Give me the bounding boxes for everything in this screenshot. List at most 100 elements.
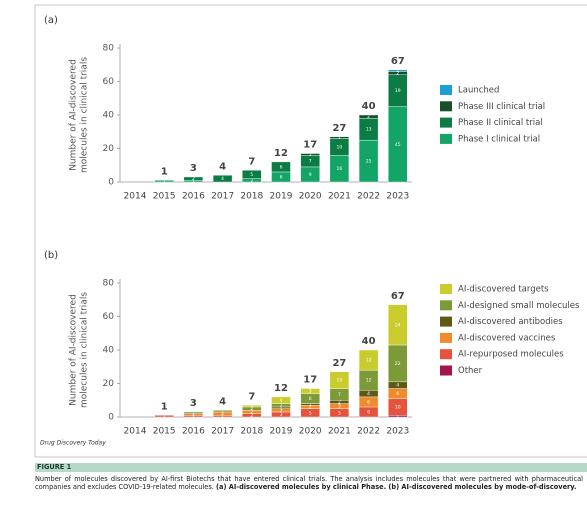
segment-label: 2 bbox=[192, 176, 195, 182]
segment-label: 3 bbox=[280, 412, 283, 418]
bar-segment bbox=[388, 304, 408, 346]
bar-segment bbox=[358, 114, 379, 119]
legend-label: Launched bbox=[458, 86, 499, 96]
total-label: 40 bbox=[362, 336, 376, 347]
y-tick-label: 40 bbox=[103, 111, 115, 121]
segment-label: 10 bbox=[337, 144, 343, 150]
frame bbox=[34, 4, 587, 458]
segment-label: 10 bbox=[395, 404, 401, 410]
legend-swatch bbox=[440, 332, 452, 343]
total-label: 4 bbox=[219, 396, 226, 407]
y-tick-label: 60 bbox=[103, 312, 115, 322]
segment-label: 6 bbox=[280, 174, 283, 180]
legend-swatch bbox=[440, 349, 452, 360]
segment-label: 2 bbox=[250, 409, 253, 415]
total-label: 27 bbox=[332, 123, 346, 134]
legend-label: AI-discovered antibodies bbox=[458, 317, 563, 327]
legend-label: AI-repurposed molecules bbox=[458, 350, 564, 360]
figure: Drug Discovery Today (a) Number of AI-dis… bbox=[34, 4, 587, 458]
caption: Number of molecules discovered by AI-fir… bbox=[35, 475, 583, 492]
total-label: 3 bbox=[190, 398, 197, 409]
bar-segment bbox=[300, 153, 320, 156]
segment-label: 1 bbox=[192, 179, 195, 185]
bar-segment bbox=[358, 349, 379, 371]
bar-segment bbox=[242, 170, 262, 179]
segment-label: 1 bbox=[192, 414, 195, 420]
total-label: 17 bbox=[303, 375, 317, 386]
caption-part: (a) AI-discovered molecules by clinical … bbox=[216, 483, 577, 492]
total-label: 4 bbox=[219, 161, 226, 172]
segment-label: 2 bbox=[367, 114, 370, 120]
x-tick-label: 2020 bbox=[299, 192, 322, 202]
y-axis-label: Number of AI-discovered bbox=[69, 59, 79, 171]
legend-swatch bbox=[440, 117, 452, 128]
segment-label: 13 bbox=[366, 127, 372, 133]
segment-label: 2 bbox=[221, 411, 224, 417]
segment-label: 19 bbox=[395, 88, 401, 94]
segment-label: 45 bbox=[395, 142, 401, 148]
x-tick-label: 2014 bbox=[124, 192, 147, 202]
segment-label: 3 bbox=[309, 389, 312, 395]
segment-label: 9 bbox=[309, 172, 312, 178]
caption-part: Number of molecules discovered by AI-fir… bbox=[35, 475, 583, 492]
segment-label: 4 bbox=[367, 391, 370, 397]
bar-segment bbox=[183, 176, 204, 181]
total-label: 67 bbox=[391, 56, 405, 67]
segment-label: 1 bbox=[280, 405, 283, 411]
bar-segment bbox=[212, 410, 233, 413]
segment-label: 2 bbox=[280, 403, 283, 409]
x-tick-label: 2018 bbox=[240, 192, 263, 202]
total-label: 17 bbox=[303, 140, 317, 151]
legend-label: Phase I clinical trial bbox=[458, 134, 540, 144]
x-tick-label: 2016 bbox=[182, 192, 205, 202]
bar-segment bbox=[329, 136, 350, 139]
segment-label: 12 bbox=[366, 358, 372, 364]
segment-label: 7 bbox=[338, 392, 341, 398]
segment-label: 1 bbox=[221, 409, 224, 415]
segment-label: 1 bbox=[163, 414, 166, 420]
x-tick-label: 2022 bbox=[357, 427, 380, 437]
x-tick-label: 2019 bbox=[270, 192, 293, 202]
panel-label: (b) bbox=[44, 250, 58, 261]
segment-label: 10 bbox=[337, 378, 343, 384]
segment-label: 12 bbox=[366, 378, 372, 384]
x-tick-label: 2019 bbox=[270, 427, 293, 437]
legend-swatch bbox=[440, 133, 452, 144]
segment-label: 1 bbox=[163, 179, 166, 185]
legend-label: Other bbox=[458, 366, 483, 376]
y-axis-label: Number of AI-discovered bbox=[69, 294, 79, 406]
segment-label: 1 bbox=[250, 404, 253, 410]
segment-label: 2 bbox=[396, 71, 399, 77]
y-axis-label: molecules in clinical trials bbox=[80, 57, 90, 173]
y-tick-label: 40 bbox=[103, 346, 115, 356]
x-tick-label: 2017 bbox=[211, 427, 234, 437]
segment-label: 2 bbox=[280, 408, 283, 414]
segment-label: 3 bbox=[338, 404, 341, 410]
segment-label: 4 bbox=[280, 398, 283, 404]
x-tick-label: 2018 bbox=[240, 427, 263, 437]
total-label: 27 bbox=[332, 358, 346, 369]
y-tick-label: 80 bbox=[103, 279, 115, 289]
segment-label: 6 bbox=[367, 409, 370, 415]
bar-segment bbox=[388, 69, 408, 72]
total-label: 1 bbox=[161, 166, 168, 177]
segment-label: 4 bbox=[396, 383, 399, 389]
segment-label: 6 bbox=[367, 399, 370, 405]
bar-segment bbox=[183, 411, 204, 414]
bar-segment bbox=[242, 405, 262, 408]
segment-label: 24 bbox=[395, 322, 401, 328]
bar-segment bbox=[271, 396, 291, 404]
segment-label: 6 bbox=[396, 391, 399, 397]
y-tick-label: 0 bbox=[108, 413, 114, 423]
y-tick-label: 20 bbox=[103, 379, 115, 389]
legend-swatch bbox=[440, 101, 452, 112]
segment-label: 1 bbox=[396, 414, 399, 420]
segment-label: 1 bbox=[192, 410, 195, 416]
x-tick-label: 2021 bbox=[328, 427, 351, 437]
legend-label: AI-discovered targets bbox=[458, 285, 549, 295]
total-label: 3 bbox=[190, 163, 197, 174]
total-label: 1 bbox=[161, 401, 168, 412]
bar-segment bbox=[271, 161, 291, 173]
legend-swatch bbox=[440, 365, 452, 376]
x-tick-label: 2023 bbox=[386, 192, 409, 202]
